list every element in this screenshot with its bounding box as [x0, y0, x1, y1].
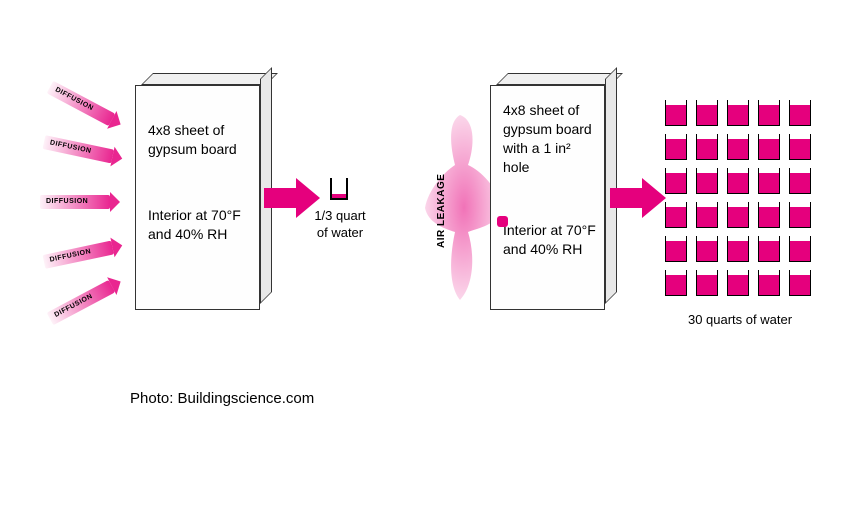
right-board-text-1: 4x8 sheet of gypsum board with a 1 in² h… [503, 101, 598, 177]
water-cup [696, 270, 718, 296]
left-water-cup [330, 178, 348, 200]
left-board-top [141, 73, 278, 85]
water-cup [727, 100, 749, 126]
water-cup [758, 134, 780, 160]
right-water-cup-grid [665, 100, 811, 296]
water-cup [665, 134, 687, 160]
right-board-face: 4x8 sheet of gypsum board with a 1 in² h… [490, 85, 605, 310]
right-board-top [496, 73, 623, 85]
diffusion-arrow-label: DIFFUSION [48, 245, 92, 267]
water-cup [696, 202, 718, 228]
water-cup [727, 236, 749, 262]
diffusion-arrow-4: DIFFUSION [43, 241, 114, 269]
water-cup [727, 202, 749, 228]
water-cup [789, 100, 811, 126]
water-cup [789, 134, 811, 160]
water-cup [789, 236, 811, 262]
water-cup [727, 270, 749, 296]
left-board-text-1: 4x8 sheet of gypsum board [148, 121, 248, 159]
air-leakage-label: AIR LEAKAGE [436, 174, 447, 248]
water-cup [665, 168, 687, 194]
diffusion-arrow-1: DIFFUSION [47, 81, 115, 126]
water-cup [665, 202, 687, 228]
left-board-text-2: Interior at 70°F and 40% RH [148, 206, 248, 244]
diffusion-arrow-5: DIFFUSION [47, 280, 115, 325]
water-cup [696, 168, 718, 194]
water-cup [696, 134, 718, 160]
right-board-text-2: Interior at 70°F and 40% RH [503, 221, 598, 259]
board-hole-icon [497, 216, 508, 227]
left-cup-label: 1/3 quart of water [310, 208, 370, 242]
water-cup [665, 236, 687, 262]
water-cup [758, 168, 780, 194]
diffusion-arrow-label: DIFFUSION [46, 195, 88, 209]
photo-credit: Photo: Buildingscience.com [130, 390, 314, 407]
water-cup [789, 168, 811, 194]
water-cup [696, 236, 718, 262]
diffusion-arrow-label: DIFFUSION [52, 290, 96, 322]
water-cup [758, 270, 780, 296]
water-cup [789, 202, 811, 228]
water-cup [727, 168, 749, 194]
water-cup [665, 270, 687, 296]
water-cup [758, 202, 780, 228]
right-grid-label: 30 quarts of water [665, 312, 815, 329]
diffusion-arrow-2: DIFFUSION [43, 135, 114, 163]
water-cup [758, 100, 780, 126]
water-cup [758, 236, 780, 262]
diffusion-arrow-label: DIFFUSION [52, 84, 96, 116]
water-cup [727, 134, 749, 160]
water-cup [696, 100, 718, 126]
water-cup [789, 270, 811, 296]
diffusion-arrow-3: DIFFUSION [40, 195, 110, 209]
water-cup [665, 100, 687, 126]
left-board-face: 4x8 sheet of gypsum board Interior at 70… [135, 85, 260, 310]
left-board-side [260, 67, 272, 304]
right-board-side [605, 67, 617, 304]
diffusion-arrow-label: DIFFUSION [48, 136, 92, 158]
